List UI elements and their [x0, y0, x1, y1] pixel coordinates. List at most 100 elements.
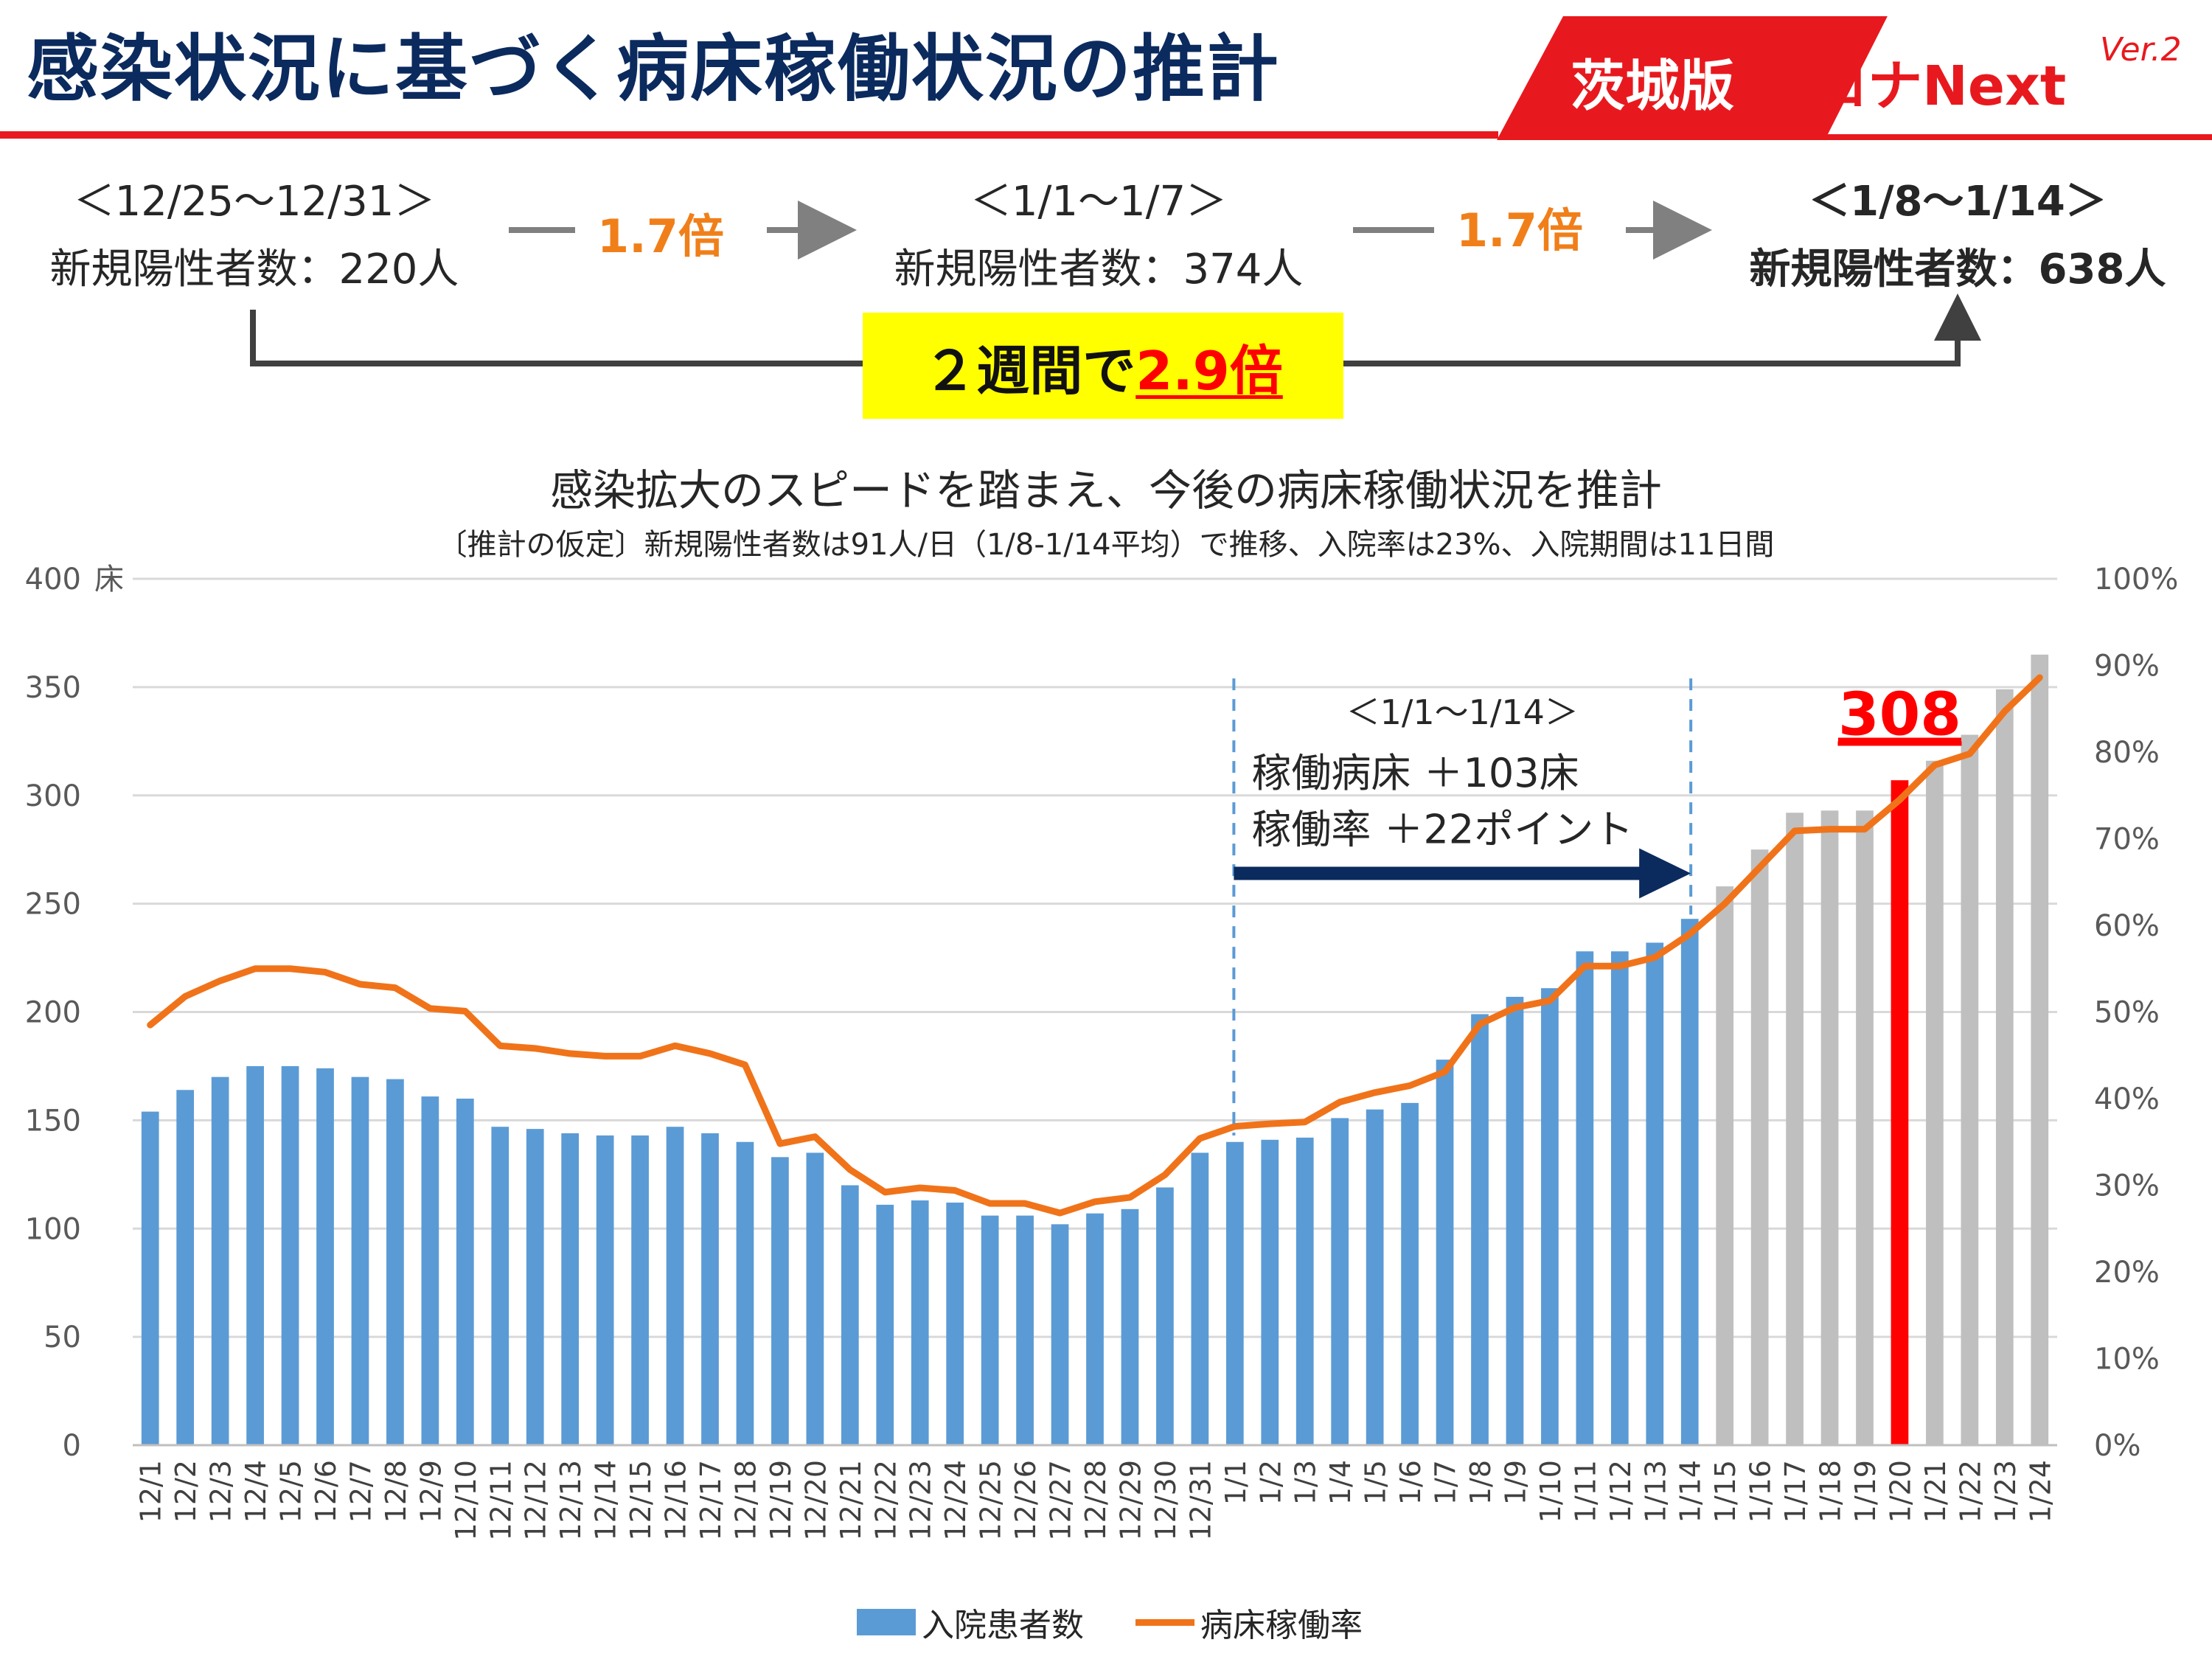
bar	[841, 1185, 859, 1445]
bar	[1716, 886, 1734, 1445]
x-tick-label: 1/7	[1430, 1460, 1462, 1505]
y-right-tick-label: 40%	[2094, 1082, 2160, 1116]
bar	[1856, 810, 1874, 1445]
x-tick-label: 12/27	[1045, 1460, 1077, 1541]
bracket-right	[1343, 293, 1981, 366]
y-right-tick-label: 60%	[2094, 909, 2160, 943]
bar	[1261, 1139, 1279, 1445]
bar	[1995, 689, 2014, 1445]
x-tick-label: 12/1	[135, 1460, 167, 1523]
bar	[771, 1157, 789, 1445]
y-left-tick-label: 0	[63, 1429, 81, 1463]
x-tick-label: 12/21	[835, 1460, 867, 1541]
x-tick-label: 12/30	[1150, 1460, 1182, 1541]
x-tick-label: 1/20	[1884, 1460, 1916, 1523]
bar	[1541, 988, 1559, 1445]
x-tick-label: 1/17	[1779, 1460, 1812, 1523]
week1-count: 新規陽性者数：220人	[49, 246, 459, 293]
bar	[1646, 942, 1664, 1445]
bar	[421, 1096, 439, 1445]
week1-range: ＜12/25～12/31＞	[73, 178, 436, 226]
bar	[1436, 1060, 1454, 1445]
x-tick-label: 12/20	[799, 1460, 832, 1541]
bar	[1016, 1215, 1034, 1445]
x-tick-label: 1/18	[1815, 1460, 1847, 1523]
stats-connectors	[250, 201, 1981, 366]
y-right-tick-label: 100%	[2094, 563, 2178, 597]
bar	[1576, 951, 1594, 1445]
x-tick-label: 1/19	[1849, 1460, 1882, 1523]
bar	[1401, 1102, 1419, 1445]
y-right-tick-label: 0%	[2094, 1429, 2140, 1463]
x-tick-label: 1/1	[1220, 1460, 1252, 1505]
bar	[1926, 760, 1944, 1445]
x-tick-label: 12/15	[625, 1460, 657, 1541]
x-tick-label: 12/22	[869, 1460, 902, 1541]
x-tick-label: 12/12	[520, 1460, 552, 1541]
x-tick-label: 1/22	[1954, 1460, 1986, 1523]
bar	[456, 1099, 474, 1445]
bar-highlight	[1891, 780, 1909, 1445]
bar	[981, 1215, 999, 1445]
bar	[491, 1127, 509, 1445]
x-tick-label: 1/11	[1569, 1460, 1601, 1523]
bar	[1471, 1014, 1489, 1445]
bar	[701, 1133, 719, 1445]
x-tick-label: 12/24	[939, 1460, 972, 1541]
bar	[1750, 849, 1769, 1445]
bar	[1086, 1213, 1104, 1445]
x-tick-label: 1/15	[1709, 1460, 1742, 1523]
bar	[1961, 734, 1979, 1445]
bar	[1331, 1118, 1349, 1445]
y-left-tick-label: 200	[25, 996, 81, 1030]
bar	[631, 1135, 649, 1445]
x-tick-label: 12/10	[450, 1460, 482, 1541]
annotation-range: ＜1/1～1/14＞	[1346, 692, 1579, 732]
bar	[386, 1079, 404, 1445]
badge-name-red: コロナNext	[1759, 55, 2066, 118]
x-tick-label: 12/11	[484, 1460, 517, 1541]
legend-swatch-line	[1135, 1618, 1194, 1626]
x-tick-label: 12/4	[240, 1460, 272, 1523]
legend-label-line: 病床稼働率	[1200, 1607, 1363, 1644]
page-title: 感染状況に基づく病床稼働状況の推計	[27, 27, 1281, 111]
bar	[281, 1065, 299, 1445]
chart: 0 50 100 150 200 250 300 350 400 床 0% 10% 20% 30% 40% 5…	[25, 563, 2179, 1541]
bar	[1051, 1224, 1069, 1445]
badge-name-white: 茨城版	[1571, 55, 1734, 118]
x-tick-label: 12/5	[275, 1460, 307, 1523]
x-tick-label: 12/17	[695, 1460, 727, 1541]
annotation-line1: 稼働病床 ＋103床	[1251, 750, 1579, 796]
bar	[1506, 996, 1524, 1445]
bar	[876, 1204, 894, 1445]
bar	[1156, 1187, 1174, 1445]
bracket-left	[250, 310, 863, 366]
x-tick-label: 1/12	[1604, 1460, 1637, 1523]
summary-box: ２週間で 2.9倍	[863, 313, 1343, 419]
x-tick-label: 12/14	[590, 1460, 622, 1541]
x-tick-label: 12/29	[1114, 1460, 1147, 1541]
annotation-line2: 稼働率 ＋22ポイント	[1251, 806, 1633, 852]
y-left-unit: 床	[94, 563, 124, 597]
legend-item-line: 病床稼働率	[1135, 1599, 1363, 1646]
bar	[1295, 1137, 1314, 1445]
bar	[1191, 1152, 1209, 1445]
ratio-2: 1.7倍	[1456, 204, 1583, 257]
x-tick-label: 1/2	[1254, 1460, 1287, 1505]
x-tick-label: 1/8	[1464, 1460, 1497, 1505]
title-rule	[0, 131, 1498, 139]
y-left-tick-label: 400	[25, 563, 81, 597]
x-tick-label: 12/18	[729, 1460, 762, 1541]
y-right-tick-label: 70%	[2094, 823, 2160, 857]
y-right-tick-label: 80%	[2094, 736, 2160, 770]
occupancy-line	[147, 674, 2043, 1217]
x-tick-label: 1/10	[1534, 1460, 1567, 1523]
x-tick-label: 12/8	[380, 1460, 412, 1523]
x-tick-label: 1/21	[1919, 1460, 1952, 1523]
y-left-tick-label: 350	[25, 671, 81, 705]
bar	[351, 1077, 369, 1445]
y-left-tick-label: 300	[25, 779, 81, 813]
summary-prefix: ２週間で	[923, 339, 1136, 402]
y-left-tick-label: 150	[25, 1104, 81, 1138]
bar	[946, 1203, 964, 1445]
